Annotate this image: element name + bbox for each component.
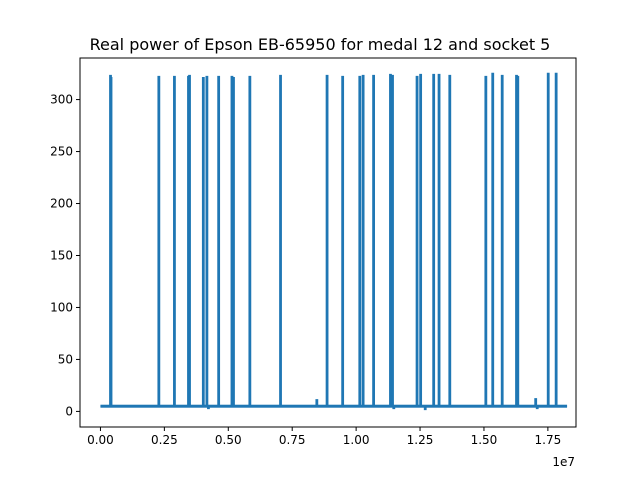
y-axis: 0 50 100 150 200 250 300 xyxy=(50,93,80,418)
x-tick-label: 1.25 xyxy=(407,433,434,447)
plot-area xyxy=(79,57,577,428)
x-tick-label: 0.75 xyxy=(279,433,306,447)
x-tick-label: 1.00 xyxy=(343,433,370,447)
y-tick-label: 150 xyxy=(50,248,73,262)
x-tick-label: 0.25 xyxy=(151,433,178,447)
x-tick-label: 1.50 xyxy=(471,433,498,447)
y-tick-label: 250 xyxy=(50,145,73,159)
x-axis-offset-label: 1e7 xyxy=(552,455,575,469)
y-tick-label: 200 xyxy=(50,197,73,211)
y-tick-label: 300 xyxy=(50,93,73,107)
chart-title: Real power of Epson EB-65950 for medal 1… xyxy=(90,35,551,54)
y-tick-label: 0 xyxy=(65,404,73,418)
axes-frame xyxy=(79,57,577,428)
x-axis: 0.00 0.25 0.50 0.75 1.00 1.25 1.50 1.75 xyxy=(87,427,561,447)
baseline-band xyxy=(100,404,568,408)
x-tick-label: 1.75 xyxy=(535,433,562,447)
power-series-line xyxy=(100,72,568,411)
x-tick-label: 0.50 xyxy=(215,433,242,447)
y-tick-label: 50 xyxy=(58,352,73,366)
x-tick-label: 0.00 xyxy=(87,433,114,447)
y-tick-label: 100 xyxy=(50,300,73,314)
